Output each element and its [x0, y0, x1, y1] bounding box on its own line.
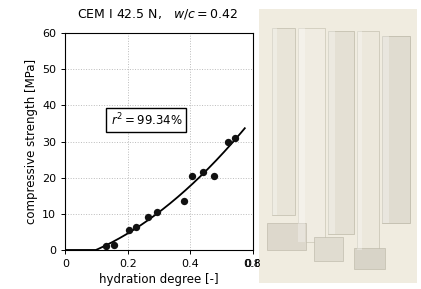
- Point: [102, 244, 109, 249]
- Bar: [267, 223, 306, 250]
- Bar: [272, 28, 295, 214]
- Point: [154, 210, 161, 214]
- Text: CEM I 42.5 N,   $w/c = 0.42$: CEM I 42.5 N, $w/c = 0.42$: [77, 7, 239, 21]
- Point: [145, 215, 152, 220]
- Bar: [328, 31, 335, 234]
- Bar: [328, 31, 354, 234]
- Y-axis label: compressive strength [MPa]: compressive strength [MPa]: [25, 59, 38, 224]
- X-axis label: hydration degree [-]: hydration degree [-]: [99, 273, 219, 286]
- Point: [210, 174, 217, 178]
- Point: [126, 228, 133, 232]
- Point: [232, 136, 239, 140]
- Bar: [382, 36, 389, 223]
- Point: [188, 174, 195, 178]
- Bar: [298, 28, 305, 242]
- Bar: [314, 236, 343, 261]
- Bar: [382, 36, 410, 223]
- Bar: [357, 31, 362, 250]
- Bar: [357, 31, 379, 250]
- Point: [181, 199, 187, 203]
- Bar: [354, 247, 385, 269]
- Bar: [298, 28, 325, 242]
- Point: [224, 139, 231, 144]
- Point: [199, 170, 206, 175]
- Point: [132, 224, 139, 229]
- Bar: [272, 28, 277, 214]
- Text: $r^2 = 99.34\%$: $r^2 = 99.34\%$: [111, 112, 182, 128]
- Text: 0.8: 0.8: [244, 260, 261, 269]
- Point: [110, 242, 117, 247]
